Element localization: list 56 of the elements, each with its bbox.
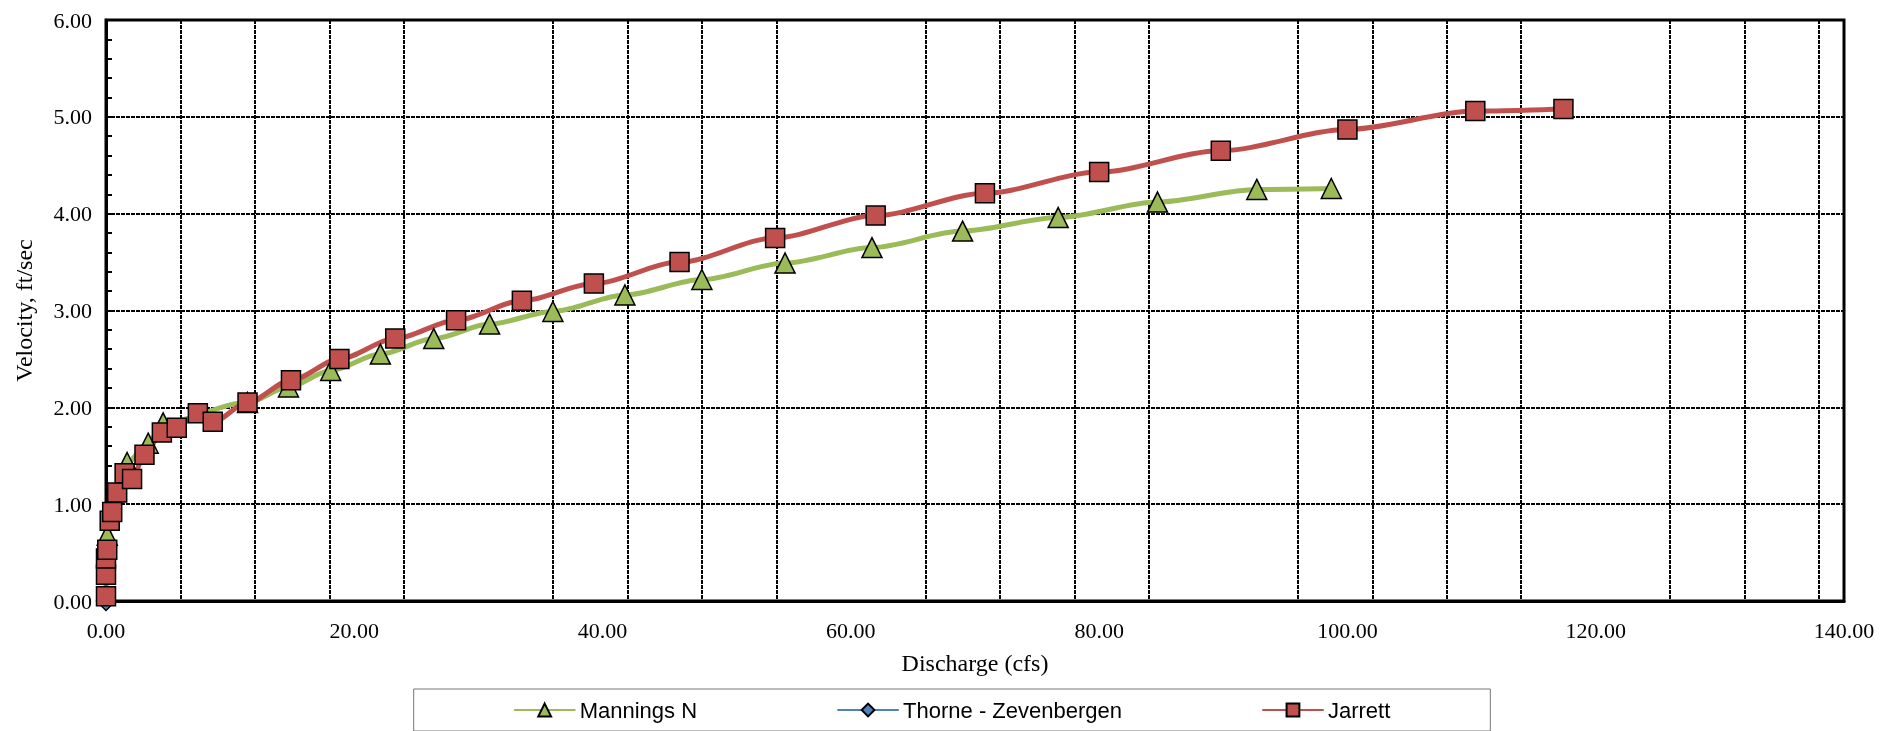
x-tick-label: 20.00 [329,617,380,643]
y-tick-label: 1.00 [53,491,92,517]
x-tick-label: 60.00 [826,617,876,643]
point [280,369,302,391]
point [101,501,123,523]
point [774,252,796,274]
x-tick-label: 0.00 [86,617,126,643]
x-tick-label: 120.00 [1565,617,1626,643]
point [166,417,188,438]
point [691,268,713,291]
x-tick-label: 140.00 [1813,617,1875,643]
point [329,348,350,370]
legend-label: Jarrett [1327,697,1391,723]
point [95,585,117,607]
point [1146,191,1169,213]
y-tick-label: 6.00 [53,7,92,33]
point [951,220,974,242]
x-tick-label: 80.00 [1074,617,1124,643]
y-tick-label: 3.00 [53,298,92,323]
point [385,328,406,349]
point [134,444,155,466]
point [1246,178,1268,201]
point [1047,206,1069,229]
point [1337,119,1358,140]
y-axis-title: Velocity, ft/sec [11,239,37,382]
point [669,251,690,273]
x-axis-title: Discharge (cfs) [901,650,1049,676]
point [369,343,392,365]
point [422,327,445,350]
point [861,236,883,259]
y-tick-label: 0.00 [53,588,92,614]
point [542,300,564,323]
point [1088,161,1110,183]
point [1465,100,1486,122]
point [1210,140,1232,161]
point [614,284,636,306]
legend-label: Thorne - Zevenbergen [903,697,1122,723]
point [202,411,224,433]
point [865,205,886,226]
point [583,273,605,294]
x-tick-label: 40.00 [577,617,628,643]
x-tick-label: 100.00 [1317,617,1378,643]
point [1320,177,1343,200]
point [121,468,143,490]
point [511,290,533,312]
y-tick-label: 4.00 [53,201,92,227]
point [106,482,128,503]
y-tick-label: 2.00 [53,394,92,420]
point [974,183,996,204]
point [445,309,467,331]
point [764,227,786,249]
y-tick-label: 5.00 [53,104,92,130]
legend-label: Mannings N [579,697,698,723]
point [478,313,501,335]
point [1553,98,1574,120]
point [96,539,118,560]
